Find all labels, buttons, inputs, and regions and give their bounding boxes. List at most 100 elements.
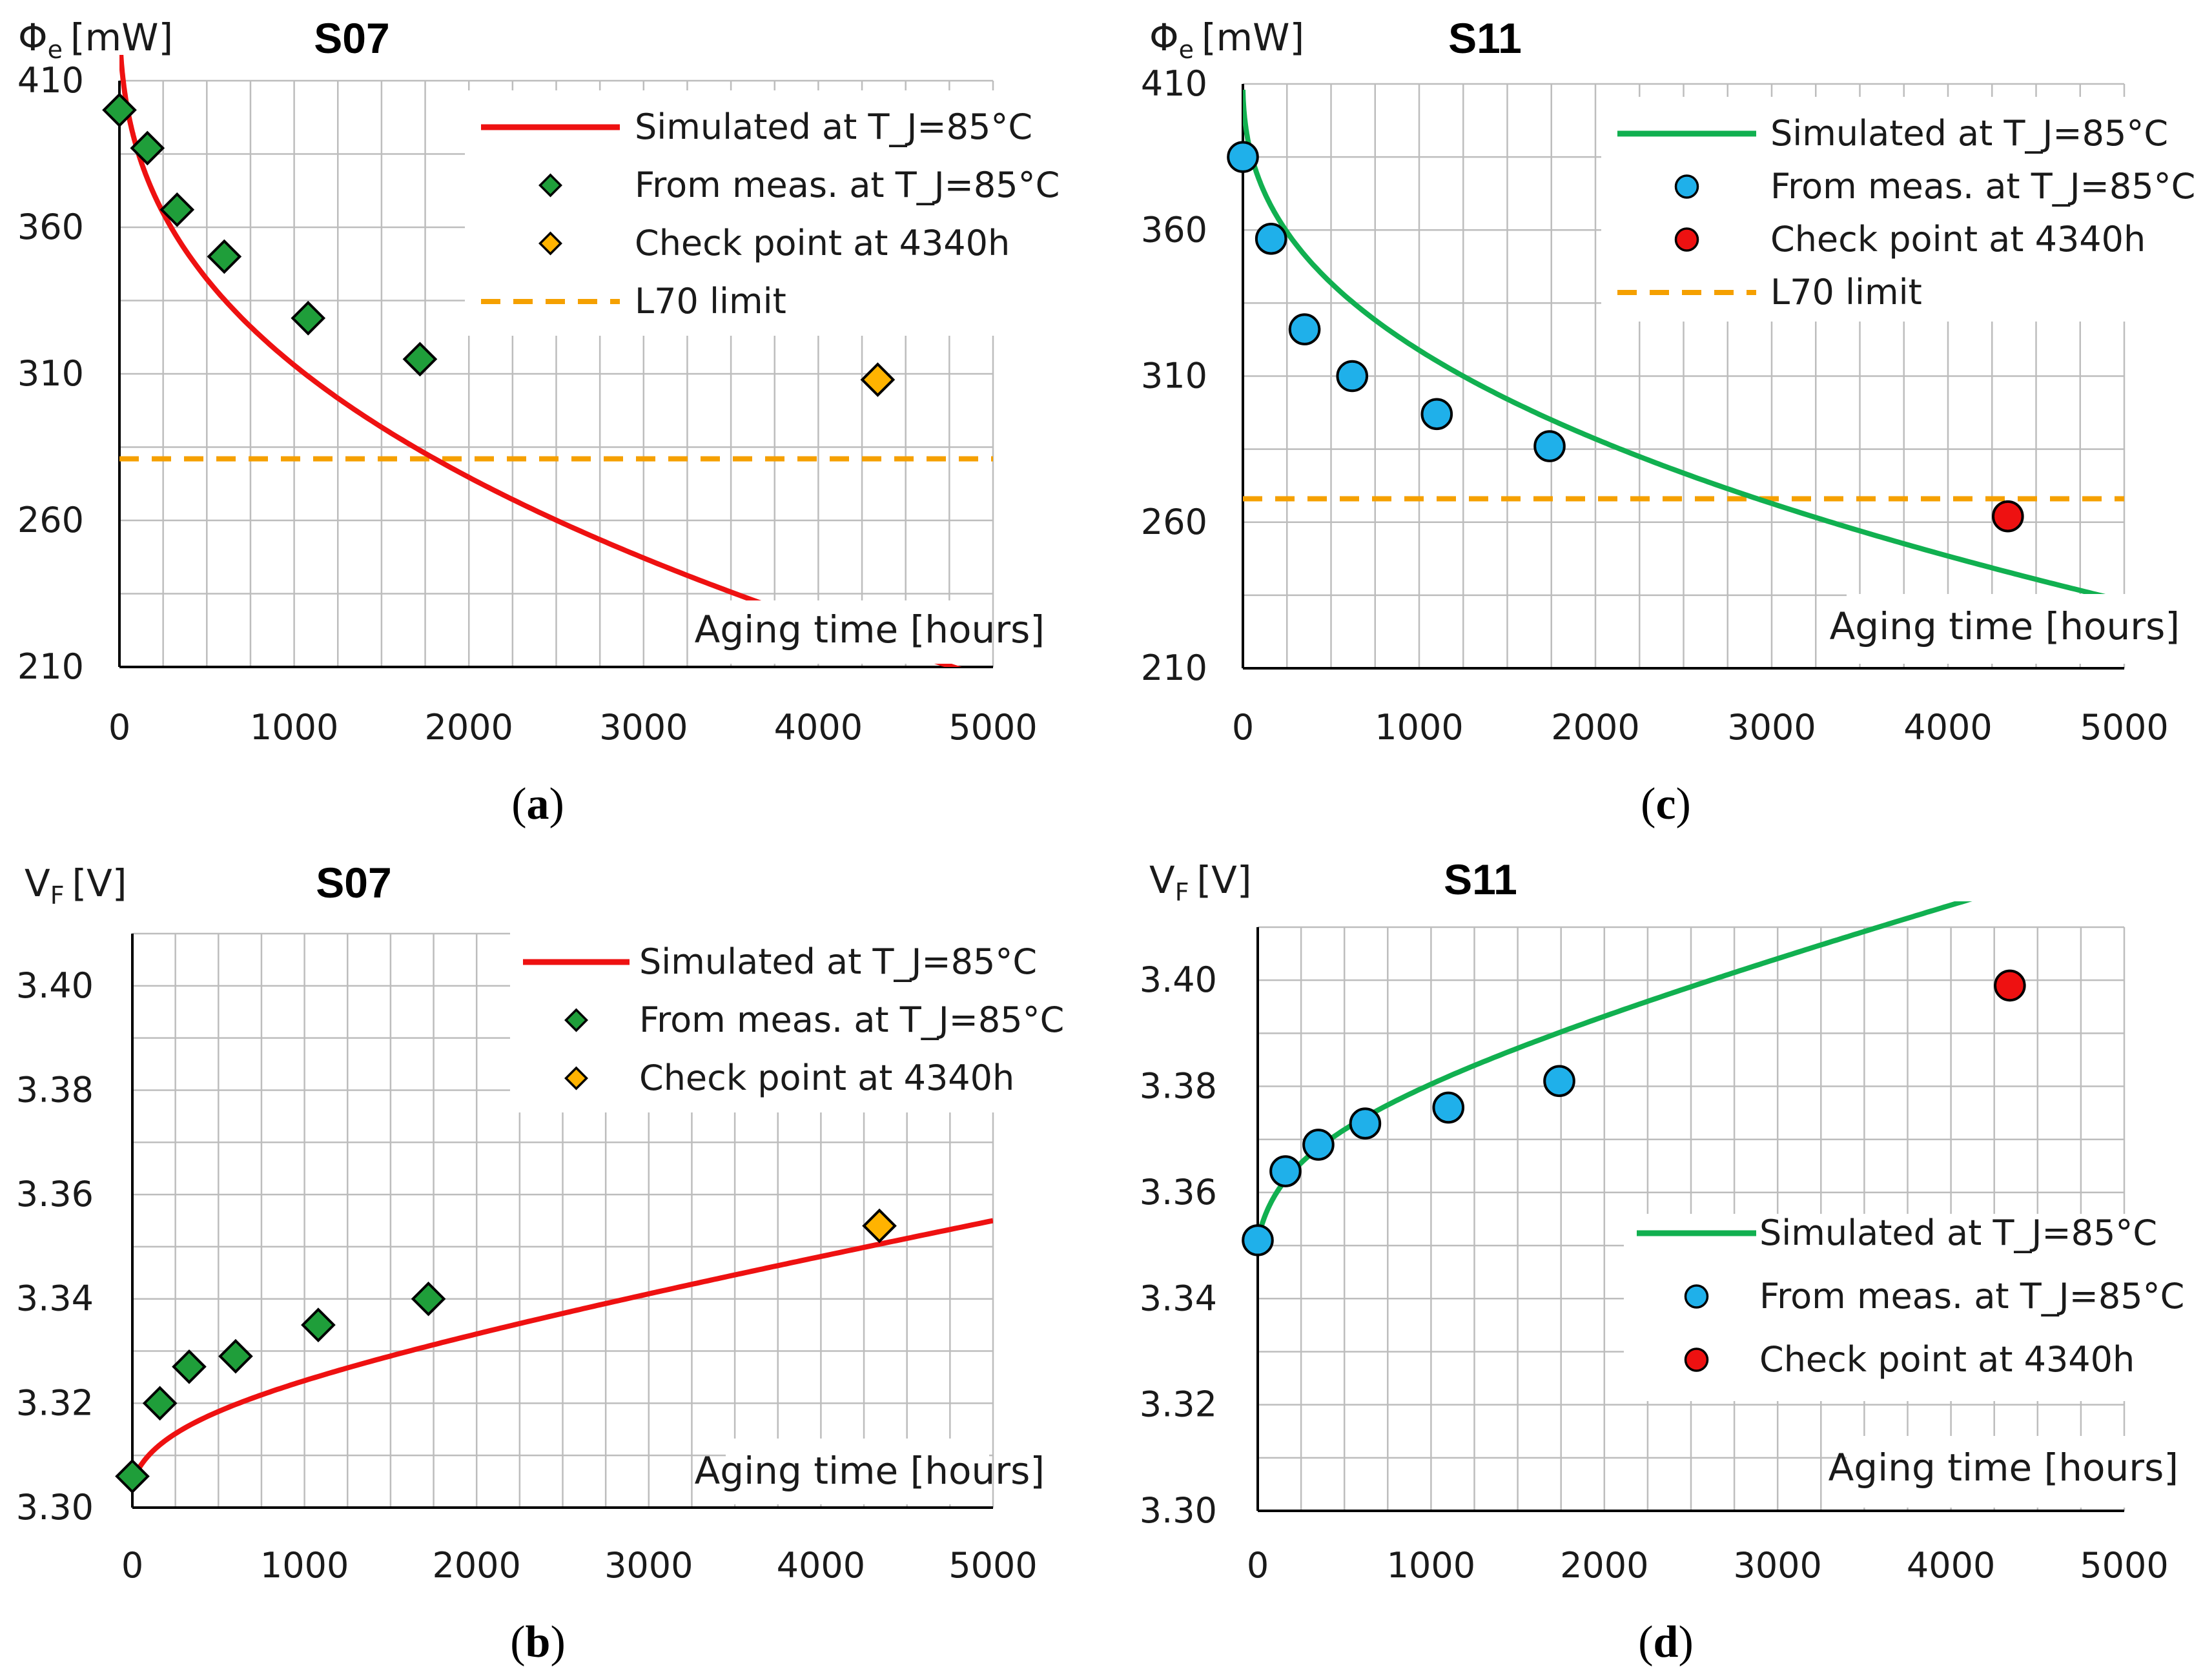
y-tick-label: 3.40 bbox=[1140, 959, 1217, 1000]
legend: Simulated at T_J=85°C From meas. at T_J=8… bbox=[465, 90, 1060, 336]
x-tick-label: 1000 bbox=[260, 1545, 349, 1586]
measured-point bbox=[301, 1307, 336, 1342]
x-tick-label: 5000 bbox=[2080, 1545, 2168, 1586]
measured-point bbox=[115, 1459, 150, 1494]
x-axis-label: Aging time [hours] bbox=[695, 608, 1045, 651]
panel-caption: (c) bbox=[1641, 779, 1691, 829]
caption-close: ) bbox=[1676, 779, 1691, 829]
x-tick-label: 2000 bbox=[424, 707, 513, 748]
y-axis-label-sub: e bbox=[1179, 36, 1194, 64]
y-axis-label: VF [V] bbox=[1149, 858, 1251, 907]
x-tick-label: 2000 bbox=[1551, 707, 1639, 748]
y-tick-label: 3.30 bbox=[16, 1487, 94, 1528]
simulated-curve bbox=[1243, 89, 2124, 604]
y-tick-label: 3.40 bbox=[16, 965, 94, 1006]
legend-label: Check point at 4340h bbox=[1759, 1339, 2135, 1380]
y-tick-label: 360 bbox=[1141, 209, 1207, 250]
caption-letter: c bbox=[1655, 779, 1675, 829]
y-axis-label-sub: F bbox=[50, 881, 65, 910]
check-point bbox=[860, 362, 896, 397]
panel-b: 0 1000 2000 3000 4000 5000 3.30 3.32 3.34 3.36 3.3… bbox=[16, 859, 1065, 1667]
x-axis-label: Aging time [hours] bbox=[1829, 1446, 2178, 1490]
legend-marker-swatch bbox=[564, 1008, 588, 1032]
chart-title: S11 bbox=[1444, 855, 1517, 903]
caption-open: ( bbox=[511, 779, 526, 829]
x-tick-label: 2000 bbox=[1560, 1545, 1648, 1586]
simulated-curve bbox=[132, 1218, 993, 1483]
legend-label: Check point at 4340h bbox=[639, 1058, 1014, 1098]
y-axis-label-main: Φ bbox=[1149, 15, 1179, 59]
y-axis-label-unit: [mW] bbox=[1202, 15, 1304, 59]
legend-label: Simulated at T_J=85°C bbox=[1770, 113, 2168, 154]
y-tick-label: 3.32 bbox=[16, 1382, 94, 1423]
legend-label: From meas. at T_J=85°C bbox=[1770, 166, 2195, 207]
y-tick-label: 360 bbox=[17, 207, 84, 247]
y-tick-label: 3.38 bbox=[1140, 1066, 1217, 1107]
check-point bbox=[1994, 969, 2026, 1002]
measured-point bbox=[102, 92, 137, 128]
y-tick-label: 3.38 bbox=[16, 1069, 94, 1110]
x-tick-label: 3000 bbox=[1727, 707, 1816, 748]
x-tick-label: 0 bbox=[108, 707, 130, 748]
legend-label: From meas. at T_J=85°C bbox=[639, 999, 1064, 1040]
x-tick-label: 0 bbox=[121, 1545, 143, 1586]
x-tick-label: 5000 bbox=[948, 1545, 1037, 1586]
y-axis-label-main: Φ bbox=[18, 15, 48, 59]
measured-point bbox=[1269, 1155, 1302, 1187]
y-tick-label: 210 bbox=[1141, 648, 1207, 688]
y-axis-label-sub: e bbox=[48, 36, 63, 64]
measured-point bbox=[207, 239, 242, 274]
legend-label: From meas. at T_J=85°C bbox=[1759, 1276, 2184, 1316]
y-tick-label: 3.36 bbox=[1140, 1172, 1217, 1213]
check-point bbox=[862, 1208, 897, 1244]
x-tick-label: 1000 bbox=[250, 707, 338, 748]
caption-close: ) bbox=[1678, 1617, 1693, 1667]
chart-title: S11 bbox=[1448, 14, 1522, 62]
caption-letter: a bbox=[527, 779, 549, 829]
caption-open: ( bbox=[510, 1617, 525, 1667]
legend: Simulated at T_J=85°C From meas. at T_J=8… bbox=[1624, 1213, 2185, 1401]
legend-marker-swatch bbox=[538, 231, 562, 256]
legend-marker-swatch bbox=[538, 173, 562, 198]
x-tick-label: 5000 bbox=[948, 707, 1037, 748]
x-tick-label: 1000 bbox=[1375, 707, 1463, 748]
legend-label: L70 limit bbox=[635, 281, 786, 322]
measured-point bbox=[1242, 1224, 1274, 1256]
measured-point bbox=[218, 1338, 253, 1374]
x-tick-label: 5000 bbox=[2080, 707, 2168, 748]
legend-label: Check point at 4340h bbox=[1770, 219, 2146, 260]
x-axis-label-backing bbox=[726, 1439, 989, 1504]
x-axis-label: Aging time [hours] bbox=[1830, 604, 2180, 648]
y-axis-label-main: V bbox=[25, 861, 50, 905]
simulated-curve bbox=[1258, 901, 1972, 1241]
x-tick-label: 4000 bbox=[774, 707, 863, 748]
measured-point bbox=[1227, 141, 1259, 173]
measured-point bbox=[1420, 398, 1453, 431]
x-axis-label-backing bbox=[726, 600, 989, 664]
x-tick-label: 3000 bbox=[604, 1545, 693, 1586]
y-tick-label: 3.34 bbox=[16, 1278, 94, 1319]
x-tick-label: 1000 bbox=[1387, 1545, 1475, 1586]
panel-caption: (b) bbox=[510, 1617, 566, 1667]
panel-caption: (a) bbox=[511, 779, 564, 829]
legend-marker-swatch bbox=[1674, 227, 1699, 252]
caption-open: ( bbox=[1641, 779, 1655, 829]
y-tick-label: 310 bbox=[1141, 356, 1207, 396]
y-axis-label: Φe [mW] bbox=[18, 15, 173, 64]
legend-marker-swatch bbox=[1684, 1347, 1709, 1372]
x-axis-label-backing bbox=[1847, 1436, 2185, 1508]
panel-caption: (d) bbox=[1638, 1617, 1694, 1667]
y-axis-label-unit: [V] bbox=[1197, 858, 1252, 902]
x-tick-label: 4000 bbox=[1907, 1545, 1995, 1586]
legend-backing bbox=[1624, 1214, 2185, 1401]
x-tick-label: 0 bbox=[1232, 707, 1254, 748]
caption-open: ( bbox=[1638, 1617, 1653, 1667]
x-tick-label: 2000 bbox=[432, 1545, 520, 1586]
y-tick-label: 310 bbox=[17, 353, 84, 394]
y-tick-label: 210 bbox=[17, 646, 84, 687]
x-tick-label: 0 bbox=[1247, 1545, 1269, 1586]
legend-backing bbox=[465, 90, 1052, 336]
